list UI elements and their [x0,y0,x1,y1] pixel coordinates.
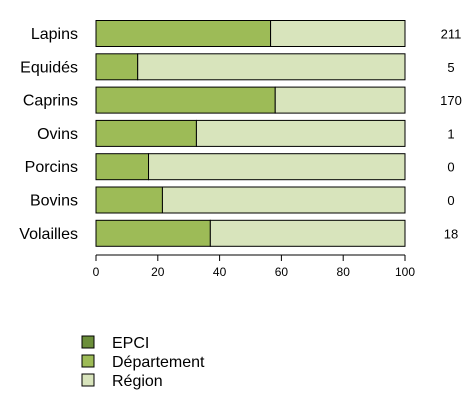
right-value-labels: 211 5 170 1 0 0 18 [440,27,462,242]
bar-bovins-région [161,186,406,214]
legend-swatch-epci [81,335,95,349]
bar-lapins-département [95,20,272,47]
right-value-label: 170 [440,93,462,108]
bar-porcins-département [95,153,150,181]
category-label: Volailles [19,226,78,243]
bar-porcins-région [148,153,406,181]
category-labels: Lapins Equidés Caprins Ovins Porcins Bovins Vo… [19,26,78,243]
bar-ovins-région [195,119,406,147]
category-label: Ovins [37,126,78,143]
x-tick-label: 40 [213,265,227,279]
x-tick-label: 60 [275,265,289,279]
right-value-label: 18 [444,226,458,241]
bar-equidés-département [95,53,139,81]
right-value-label: 0 [447,160,454,175]
bar-caprins-département [95,86,276,114]
category-label: Lapins [31,26,78,43]
category-label: Caprins [23,93,78,110]
legend-swatch-département [81,354,95,368]
legend: EPCI Département Région [81,335,205,390]
bar-bovins-département [95,186,163,214]
bar-volailles-département [95,219,211,247]
legend-label: Région [112,373,163,390]
bar-lapins-région [270,20,406,47]
category-label: Porcins [25,159,78,176]
category-label: Equidés [20,59,78,76]
bar-caprins-région [274,86,406,114]
x-axis: 0 20 40 60 80 100 [93,254,415,279]
right-value-label: 0 [447,193,454,208]
legend-swatch-région [81,373,95,387]
right-value-label: 1 [447,126,454,141]
legend-label: Département [112,354,205,371]
category-label: Bovins [30,193,78,210]
bar-ovins-département [95,119,197,147]
x-tick-label: 0 [93,265,100,279]
right-value-label: 211 [441,27,462,42]
bar-volailles-région [209,219,406,247]
bars-layer [95,20,406,247]
right-value-label: 5 [447,60,454,75]
bar-equidés-région [137,53,406,81]
legend-label: EPCI [112,335,149,352]
x-tick-label: 20 [151,265,165,279]
x-tick-label: 80 [337,265,351,279]
x-tick-label: 100 [395,265,415,279]
